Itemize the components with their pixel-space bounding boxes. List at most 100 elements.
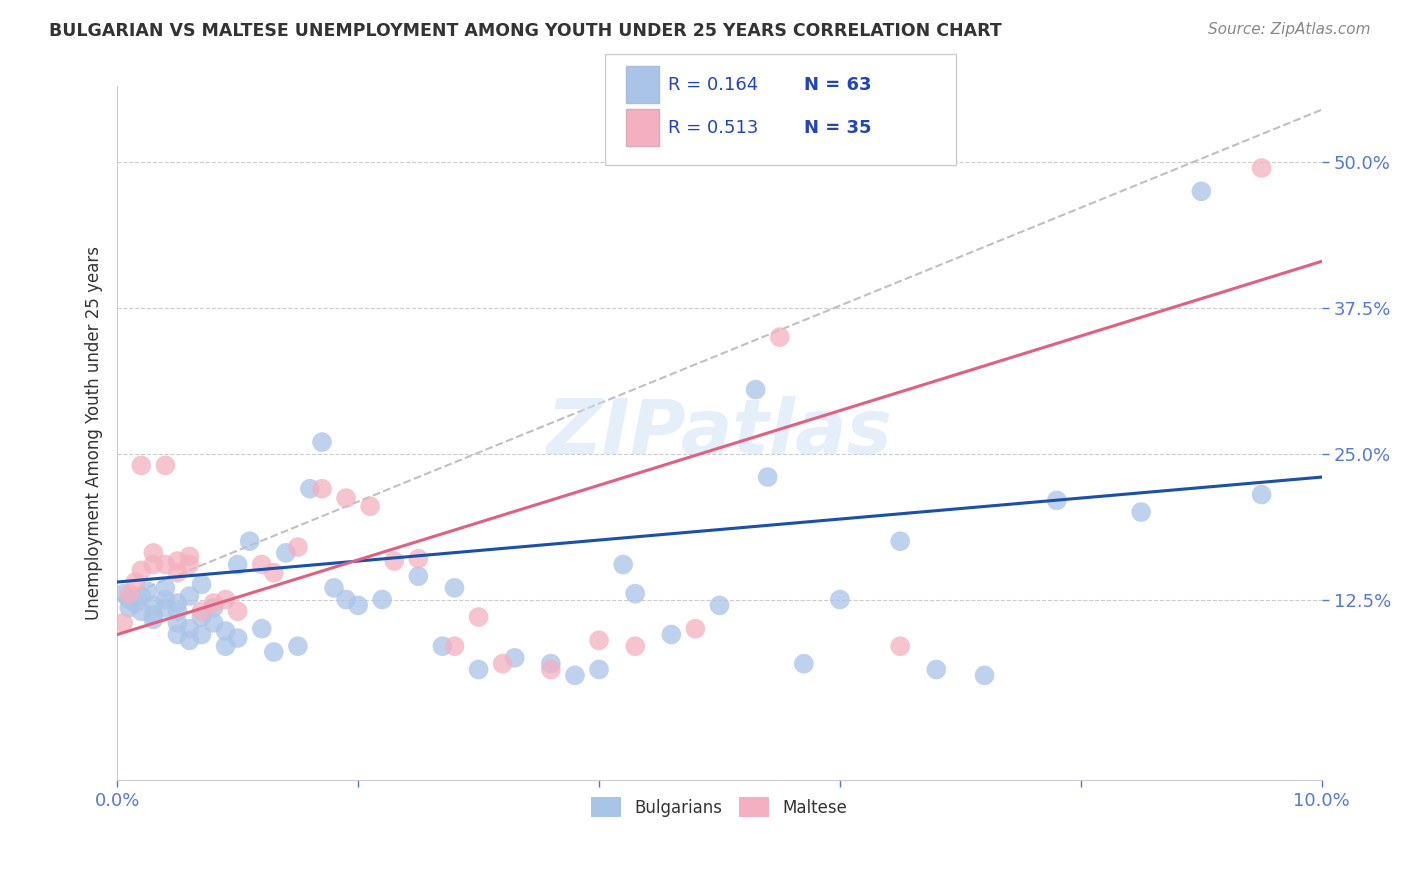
Point (889, 639, 911, 653)
Point (359, 500, 381, 514)
Y-axis label: Unemployment Among Youth under 25 years: Unemployment Among Youth under 25 years (86, 246, 103, 620)
Point (311, 482, 333, 496)
Text: N = 35: N = 35 (804, 119, 872, 136)
Point (382, 554, 405, 568)
Point (263, 566, 285, 580)
Point (118, 592, 141, 607)
Point (925, 663, 948, 677)
Point (142, 546, 165, 560)
Point (202, 600, 225, 615)
Point (214, 624, 236, 638)
Point (311, 435, 333, 450)
Point (263, 645, 285, 659)
Point (1250, 487, 1272, 501)
Point (624, 639, 647, 653)
Point (155, 458, 177, 473)
Point (179, 549, 201, 564)
Point (250, 558, 273, 572)
Point (179, 633, 201, 648)
Point (287, 540, 309, 554)
Point (612, 558, 634, 572)
Point (408, 551, 430, 566)
Point (709, 599, 731, 613)
Text: R = 0.164: R = 0.164 (668, 76, 758, 94)
Point (1189, 184, 1212, 198)
Point (142, 607, 165, 622)
Point (624, 587, 647, 601)
Point (142, 599, 165, 613)
Point (467, 610, 489, 624)
Point (179, 558, 201, 572)
Point (443, 581, 465, 595)
Point (226, 631, 249, 645)
Point (659, 627, 682, 641)
Point (166, 554, 188, 568)
Point (540, 663, 562, 677)
Point (443, 639, 465, 653)
Point (202, 596, 225, 610)
Point (973, 668, 995, 682)
Point (287, 639, 309, 653)
Legend: Bulgarians, Maltese: Bulgarians, Maltese (585, 790, 855, 824)
Point (129, 563, 152, 577)
Point (588, 663, 610, 677)
Point (226, 558, 249, 572)
Point (142, 558, 165, 572)
Point (190, 627, 212, 641)
Point (112, 615, 135, 630)
Point (239, 534, 262, 549)
Point (118, 600, 141, 615)
Point (540, 657, 562, 671)
Point (136, 584, 159, 599)
Point (155, 581, 177, 595)
Point (166, 604, 188, 618)
Point (1250, 161, 1272, 175)
Point (166, 566, 188, 580)
Point (371, 592, 394, 607)
Point (155, 592, 177, 607)
Point (408, 569, 430, 583)
Point (155, 600, 177, 615)
Point (769, 330, 792, 344)
Point (793, 657, 815, 671)
Point (166, 615, 188, 630)
Point (298, 482, 321, 496)
Point (828, 592, 851, 607)
Point (564, 668, 586, 682)
Point (118, 587, 141, 601)
Point (503, 650, 526, 665)
Point (214, 639, 236, 653)
Point (889, 534, 911, 549)
Point (166, 627, 188, 641)
Point (335, 592, 357, 607)
Point (335, 491, 357, 505)
Text: BULGARIAN VS MALTESE UNEMPLOYMENT AMONG YOUTH UNDER 25 YEARS CORRELATION CHART: BULGARIAN VS MALTESE UNEMPLOYMENT AMONG … (49, 22, 1002, 40)
Point (190, 604, 212, 618)
Point (166, 596, 188, 610)
Point (226, 604, 249, 618)
Point (129, 604, 152, 618)
Point (214, 592, 236, 607)
Point (250, 622, 273, 636)
Point (432, 639, 454, 653)
Point (202, 615, 225, 630)
Point (190, 610, 212, 624)
Point (347, 599, 370, 613)
Point (124, 575, 146, 590)
Text: R = 0.513: R = 0.513 (668, 119, 758, 136)
Point (124, 596, 146, 610)
Point (142, 612, 165, 626)
Text: ZIPatlas: ZIPatlas (547, 396, 893, 470)
Point (129, 458, 152, 473)
Point (323, 581, 346, 595)
Point (274, 546, 297, 560)
Point (588, 633, 610, 648)
Point (685, 622, 707, 636)
Point (190, 577, 212, 591)
Point (492, 657, 515, 671)
Point (756, 470, 779, 484)
Point (1046, 493, 1069, 508)
Point (112, 587, 135, 601)
Text: N = 63: N = 63 (804, 76, 872, 94)
Point (1130, 505, 1153, 519)
